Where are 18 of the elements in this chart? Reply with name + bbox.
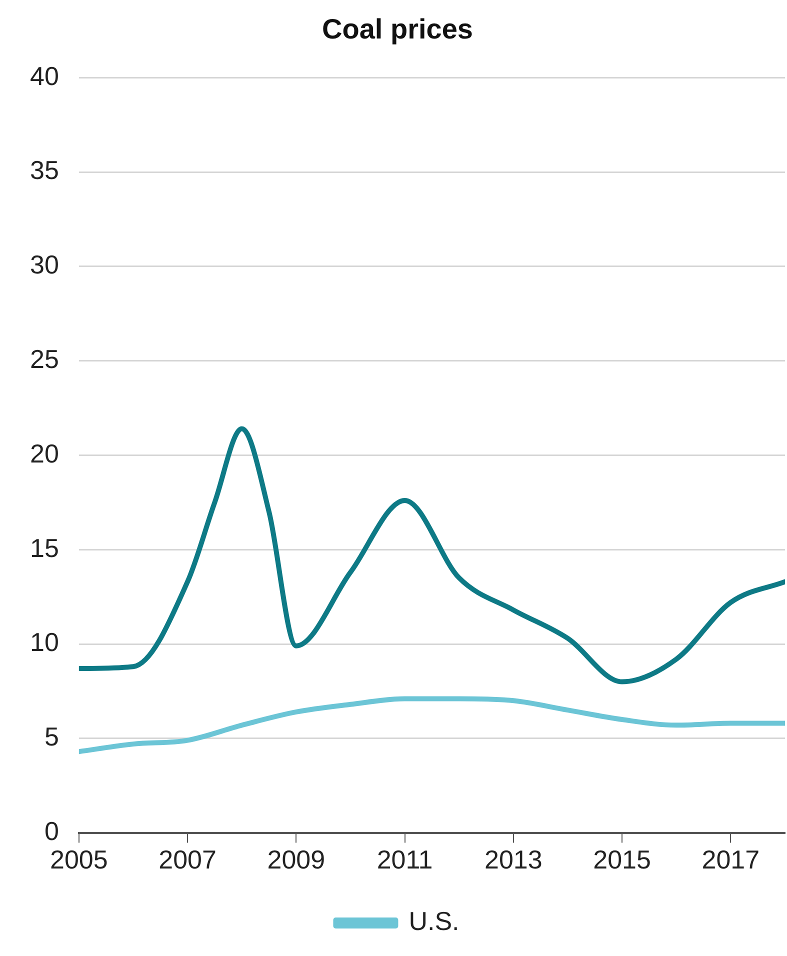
y-tick-label: 20 [30,438,59,468]
chart-title: Coal prices [322,14,473,45]
x-tick-label: 2009 [267,844,326,875]
y-tick-label: 15 [30,532,59,563]
y-tick-label: 25 [30,344,59,374]
x-tick-label: 2011 [376,844,433,875]
x-tick-label: 2015 [593,844,651,875]
x-tick-label: 2013 [484,844,542,875]
y-tick-label: 5 [44,722,59,752]
y-tick-label: 30 [30,250,59,280]
y-tick-label: 35 [30,155,59,186]
x-tick-label: 2005 [50,844,108,875]
x-tick-label: 2017 [702,844,760,875]
legend-label: U.S. [408,906,460,936]
y-tick-label: 40 [30,60,59,91]
x-tick-label: 2007 [158,844,216,875]
y-tick-label: 10 [30,627,59,658]
y-tick-label: 0 [44,816,59,846]
